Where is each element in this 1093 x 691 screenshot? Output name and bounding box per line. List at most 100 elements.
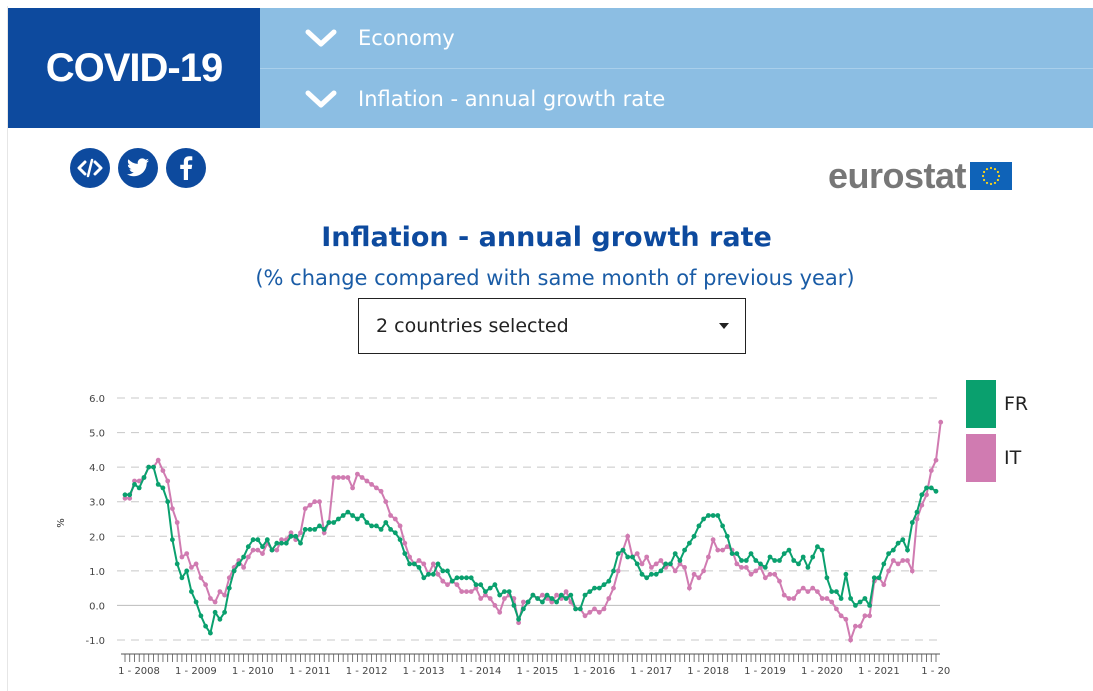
data-point-fr	[122, 492, 128, 498]
data-point-it	[212, 599, 218, 605]
data-point-fr	[890, 547, 896, 553]
country-selector-value: 2 countries selected	[376, 315, 569, 337]
data-point-fr	[625, 554, 631, 560]
data-point-fr	[829, 589, 835, 594]
chevron-down-icon	[305, 29, 337, 47]
data-point-fr	[454, 575, 460, 581]
data-point-fr	[729, 551, 735, 556]
data-point-fr	[483, 589, 488, 594]
data-point-fr	[331, 520, 337, 525]
data-point-fr	[155, 482, 161, 487]
data-point-fr	[834, 589, 839, 594]
y-tick-label: -1.0	[85, 636, 105, 647]
data-point-it	[563, 589, 569, 594]
nav-economy[interactable]: Economy	[260, 8, 1093, 69]
top-navigation: Economy Inflation - annual growth rate	[260, 8, 1093, 128]
data-point-it	[615, 568, 621, 574]
data-point-fr	[212, 609, 218, 615]
data-point-it	[136, 478, 142, 484]
x-tick-label: 1 - 2012	[346, 666, 388, 677]
data-point-it	[464, 589, 469, 594]
data-point-it	[905, 558, 910, 563]
facebook-button[interactable]	[166, 148, 206, 188]
data-point-it	[364, 478, 370, 484]
data-point-fr	[430, 571, 436, 577]
data-point-fr	[160, 485, 166, 491]
data-point-fr	[411, 561, 417, 567]
nav-inflation[interactable]: Inflation - annual growth rate	[260, 69, 1093, 128]
data-point-fr	[739, 558, 744, 563]
data-point-it	[203, 582, 209, 588]
x-tick-label: 1 - 2017	[630, 666, 672, 677]
data-point-it	[658, 558, 664, 563]
data-point-fr	[478, 582, 484, 588]
data-point-fr	[767, 554, 773, 560]
y-tick-label: 3.0	[89, 498, 105, 509]
nav-economy-label: Economy	[358, 26, 455, 50]
data-point-fr	[724, 533, 730, 539]
embed-button[interactable]	[70, 148, 110, 188]
y-tick-label: 5.0	[89, 429, 105, 440]
data-point-it	[279, 537, 284, 543]
twitter-button[interactable]	[118, 148, 158, 188]
brand-banner[interactable]: COVID-19	[8, 8, 260, 128]
legend-item-it[interactable]: IT	[966, 434, 1028, 482]
data-point-fr	[630, 554, 635, 560]
data-point-fr	[250, 537, 256, 543]
data-point-fr	[568, 592, 574, 598]
country-selector[interactable]: 2 countries selected	[358, 298, 746, 354]
data-point-it	[350, 485, 355, 491]
x-tick-label: 1 - 20	[921, 666, 950, 677]
eurostat-logo[interactable]: eurostat	[828, 155, 1013, 197]
data-point-it	[819, 596, 825, 601]
data-point-fr	[397, 537, 403, 543]
data-point-fr	[402, 551, 408, 556]
data-point-it	[174, 520, 180, 525]
data-point-it	[302, 506, 308, 511]
data-point-it	[867, 613, 872, 619]
data-point-fr	[573, 606, 578, 612]
x-tick-label: 1 - 2010	[232, 666, 274, 677]
data-point-fr	[511, 603, 517, 608]
data-point-fr	[236, 561, 242, 567]
legend-item-fr[interactable]: FR	[966, 380, 1028, 428]
data-point-it	[307, 502, 313, 508]
data-point-fr	[530, 592, 536, 598]
data-point-fr	[895, 540, 901, 546]
data-point-fr	[867, 603, 872, 608]
data-point-it	[587, 609, 593, 615]
data-point-it	[625, 533, 631, 539]
data-point-fr	[288, 533, 294, 539]
data-point-fr	[658, 568, 664, 574]
data-point-it	[430, 561, 436, 567]
data-point-fr	[459, 575, 465, 581]
data-point-fr	[706, 513, 711, 518]
data-point-it	[454, 582, 460, 588]
data-point-fr	[748, 551, 754, 556]
series-line-it	[125, 422, 942, 644]
data-point-fr	[606, 578, 612, 584]
data-point-it	[198, 575, 204, 581]
data-point-fr	[928, 485, 934, 491]
data-point-fr	[924, 485, 929, 491]
data-point-fr	[203, 623, 209, 629]
data-point-it	[487, 596, 493, 601]
data-point-fr	[734, 551, 740, 556]
data-point-it	[459, 589, 465, 594]
data-point-it	[392, 516, 398, 522]
data-point-fr	[815, 544, 820, 550]
data-point-it	[402, 540, 408, 546]
y-tick-label: 4.0	[89, 463, 105, 474]
data-point-fr	[426, 571, 431, 577]
data-point-it	[155, 457, 161, 463]
data-point-fr	[682, 547, 687, 553]
data-point-fr	[824, 575, 830, 581]
data-point-it	[834, 606, 839, 612]
data-point-fr	[805, 565, 811, 570]
data-point-it	[317, 499, 322, 505]
inflation-chart: 6.0 5.0 4.0 3.0 2.0 1.0 0.0 -1.0% 1 - 2008 1 - 20…	[56, 394, 950, 677]
caret-down-icon	[719, 323, 729, 329]
x-tick-label: 1 - 2021	[858, 666, 900, 677]
data-point-it	[677, 561, 683, 567]
chart-legend: FR IT	[966, 380, 1028, 488]
